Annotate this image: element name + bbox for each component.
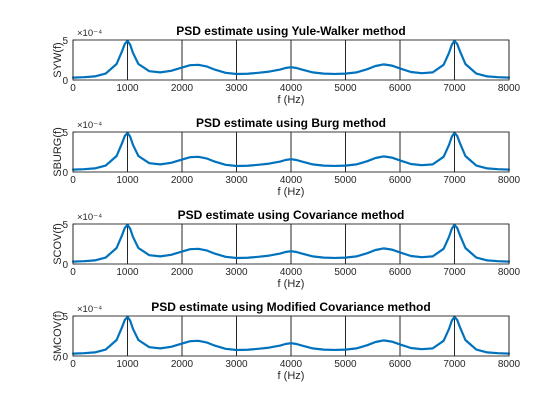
x-tick-label: 0 (70, 359, 76, 370)
y-axis-label: SMCOV(f) (52, 311, 64, 362)
x-tick-label: 5000 (334, 83, 357, 94)
x-tick-label: 3000 (225, 359, 248, 370)
axes-box (72, 223, 510, 265)
y-exponent-label: ×10⁻⁴ (77, 28, 102, 39)
psd-series-line (71, 315, 511, 355)
x-tick-label: 4000 (280, 83, 303, 94)
x-tick-label: 5000 (334, 359, 357, 370)
x-tick-label: 3000 (225, 267, 248, 278)
chart-title: PSD estimate using Covariance method (178, 208, 405, 222)
psd-series-line (71, 39, 511, 79)
x-tick-label: 1000 (116, 267, 139, 278)
x-tick-label: 4000 (280, 359, 303, 370)
x-axis-label: f (Hz) (278, 94, 305, 106)
subplot-4: 0 1000 2000 3000 4000 5000 6000 7000 8000 0 5 PSD e… (52, 300, 521, 382)
x-tick-label: 6000 (389, 83, 412, 94)
x-tick-label: 2000 (171, 267, 194, 278)
chart-title: PSD estimate using Yule-Walker method (176, 24, 405, 38)
x-tick-label: 6000 (389, 267, 412, 278)
axes-box (72, 39, 510, 81)
psd-series-line (71, 223, 511, 263)
x-tick-label: 8000 (498, 175, 521, 186)
y-tick-label: 5 (62, 128, 68, 139)
x-tick-label: 6000 (389, 175, 412, 186)
y-axis-label: SYW(f) (52, 42, 64, 77)
x-tick-label: 7000 (443, 267, 466, 278)
y-tick-label: 5 (62, 312, 68, 323)
y-tick-label: 0 (62, 260, 68, 271)
axes-box (72, 315, 510, 357)
y-tick-label: 5 (62, 220, 68, 231)
x-tick-label: 3000 (225, 83, 248, 94)
subplot-3: 0 1000 2000 3000 4000 5000 6000 7000 8000 0 5 PSD e… (52, 208, 521, 290)
x-tick-label: 4000 (280, 267, 303, 278)
x-axis-label: f (Hz) (278, 370, 305, 382)
chart-title: PSD estimate using Modified Covariance m… (151, 300, 430, 314)
y-exponent-label: ×10⁻⁴ (77, 212, 102, 223)
x-tick-label: 0 (70, 267, 76, 278)
subplot-1: 0 1000 2000 3000 4000 5000 6000 7000 8000 0 5 PSD e… (52, 24, 521, 106)
y-exponent-label: ×10⁻⁴ (77, 120, 102, 131)
x-tick-label: 7000 (443, 83, 466, 94)
x-axis-label: f (Hz) (278, 186, 305, 198)
y-axis-label: SBURG(f) (52, 127, 64, 177)
x-tick-label: 0 (70, 83, 76, 94)
x-tick-label: 7000 (443, 175, 466, 186)
x-tick-label: 2000 (171, 359, 194, 370)
x-tick-label: 1000 (116, 175, 139, 186)
x-tick-label: 8000 (498, 83, 521, 94)
x-axis-label: f (Hz) (278, 278, 305, 290)
y-tick-label: 5 (62, 36, 68, 47)
x-tick-label: 4000 (280, 175, 303, 186)
x-tick-label: 7000 (443, 359, 466, 370)
chart-title: PSD estimate using Burg method (196, 116, 386, 130)
axes-box (72, 131, 510, 173)
x-tick-label: 1000 (116, 83, 139, 94)
subplot-2: 0 1000 2000 3000 4000 5000 6000 7000 8000 0 5 PSD e… (52, 116, 521, 198)
y-tick-label: 0 (62, 352, 68, 363)
x-tick-label: 3000 (225, 175, 248, 186)
psd-series-line (71, 131, 511, 171)
x-tick-label: 6000 (389, 359, 412, 370)
y-tick-label: 0 (62, 76, 68, 87)
x-tick-label: 5000 (334, 267, 357, 278)
x-tick-label: 1000 (116, 359, 139, 370)
x-tick-label: 5000 (334, 175, 357, 186)
x-tick-label: 0 (70, 175, 76, 186)
x-tick-label: 8000 (498, 359, 521, 370)
x-tick-label: 2000 (171, 175, 194, 186)
y-exponent-label: ×10⁻⁴ (77, 304, 102, 315)
y-tick-label: 0 (62, 168, 68, 179)
x-tick-label: 2000 (171, 83, 194, 94)
y-axis-label: SCOV(f) (52, 223, 64, 265)
x-tick-label: 8000 (498, 267, 521, 278)
